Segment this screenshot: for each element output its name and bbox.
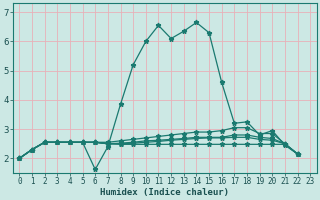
- X-axis label: Humidex (Indice chaleur): Humidex (Indice chaleur): [100, 188, 229, 197]
